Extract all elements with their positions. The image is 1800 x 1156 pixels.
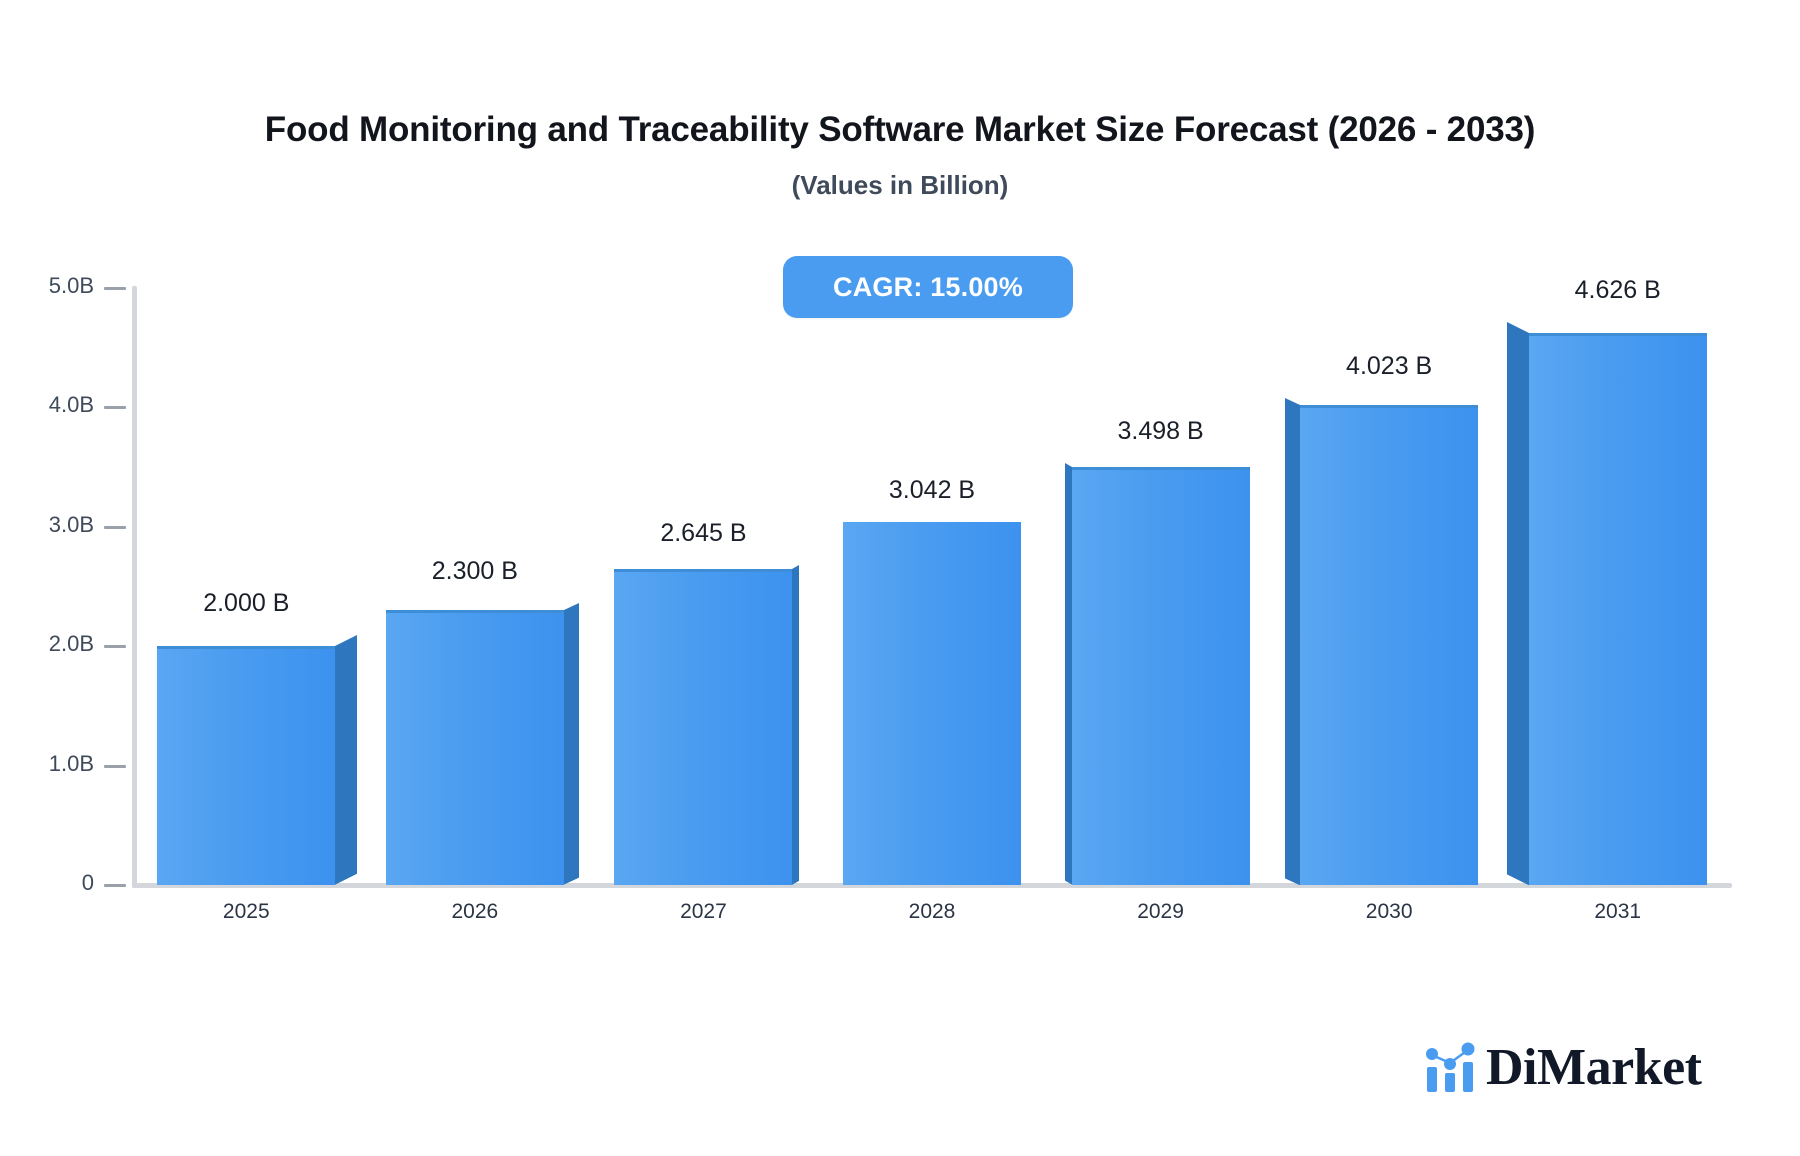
- bar-front-face: [385, 610, 564, 885]
- x-axis-tick-label: 2029: [1137, 900, 1184, 923]
- bar-value-label: 2.300 B: [431, 557, 518, 586]
- y-axis-tick-label: 1.0B: [48, 750, 94, 776]
- bar-top-edge: [1528, 332, 1707, 336]
- x-axis-tick-label: 2028: [908, 900, 956, 923]
- bar-value-label: 4.023 B: [1346, 351, 1433, 380]
- dimarket-logo: DiMarket: [1424, 1038, 1702, 1096]
- bar-front-face: [843, 521, 1021, 885]
- y-axis-tick: [104, 525, 126, 529]
- x-axis-tick-label: 2025: [222, 900, 270, 923]
- x-axis-tick-label: 2026: [451, 900, 499, 923]
- bar-front-face: [1071, 467, 1250, 885]
- y-axis-tick: [104, 406, 126, 410]
- bar-value-label: 2.645 B: [660, 519, 747, 548]
- y-axis-tick: [104, 645, 126, 649]
- y-axis-line: [132, 286, 137, 888]
- bar-top-edge: [614, 569, 793, 573]
- page-title: Food Monitoring and Traceability Softwar…: [264, 110, 1536, 149]
- y-axis-tick-label: 5.0B: [48, 273, 94, 298]
- bar-side-face: [335, 635, 358, 885]
- bar-side-face: [1506, 321, 1529, 885]
- bar-top-edge: [1300, 404, 1479, 408]
- bar-front-face: [157, 646, 336, 885]
- y-axis-tick-label: 0: [81, 870, 94, 895]
- chart-subtitle: (Values in Billion): [791, 170, 1009, 200]
- cagr-badge: CAGR: 15.00%: [783, 256, 1073, 318]
- bar-side-face: [563, 603, 579, 885]
- bar-top-edge: [157, 646, 336, 650]
- bar-value-label: 3.042 B: [888, 475, 976, 504]
- x-axis-tick-label: 2031: [1594, 900, 1642, 923]
- bar-value-label: 4.626 B: [1574, 275, 1661, 304]
- bar-front-face: [614, 569, 793, 885]
- y-axis-tick-label: 3.0B: [48, 511, 94, 537]
- bar-value-label: 3.498 B: [1117, 417, 1204, 446]
- bar-side-face: [1064, 463, 1072, 885]
- y-axis-tick: [104, 764, 126, 768]
- bar-value-label: 2.000 B: [203, 589, 290, 618]
- bar-chart-icon: [1426, 1042, 1475, 1092]
- y-axis-tick-label: 2.0B: [48, 631, 94, 657]
- x-axis-tick-label: 2030: [1365, 900, 1413, 923]
- x-axis-line: [132, 883, 1732, 888]
- bar-top-edge: [1071, 467, 1250, 471]
- bar-side-face: [1285, 397, 1301, 885]
- bar-front-face: [1300, 404, 1479, 885]
- x-axis-tick-label: 2027: [680, 900, 727, 923]
- logo-text: DiMarket: [1486, 1038, 1702, 1096]
- y-axis-tick: [104, 287, 126, 290]
- bar-front-face: [1528, 332, 1707, 885]
- y-axis-tick: [104, 884, 126, 887]
- bar-top-edge: [385, 610, 564, 614]
- y-axis-tick-label: 4.0B: [48, 392, 94, 418]
- bar-side-face: [792, 565, 800, 885]
